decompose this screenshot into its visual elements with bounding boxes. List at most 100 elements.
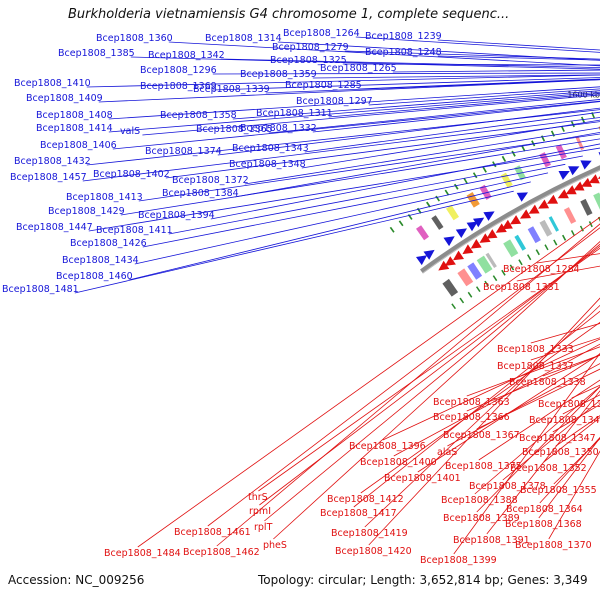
forward-gene bbox=[580, 160, 592, 170]
reverse-gene bbox=[557, 189, 569, 199]
tick-mark bbox=[492, 275, 498, 282]
tick-mark bbox=[535, 249, 540, 256]
tick-mark bbox=[467, 291, 473, 298]
tick-mark bbox=[451, 303, 456, 310]
backbone-ring bbox=[420, 165, 600, 274]
tick-mark bbox=[472, 172, 478, 179]
reverse-gene-label: Bcep1808_1396 bbox=[349, 441, 426, 452]
reverse-gene bbox=[479, 233, 491, 243]
forward-callout-line bbox=[98, 79, 600, 103]
reverse-gene-label: Bcep1808_1399 bbox=[420, 555, 497, 566]
tick-mark bbox=[518, 259, 523, 266]
reverse-callout-line bbox=[548, 450, 600, 540]
forward-callout-line bbox=[342, 63, 600, 66]
reverse-callout-line bbox=[474, 385, 600, 495]
tick-mark bbox=[484, 280, 489, 287]
forward-callout-line bbox=[168, 155, 583, 235]
forward-category-block bbox=[431, 215, 444, 230]
forward-gene-label: Bcep1808_1339 bbox=[193, 84, 270, 95]
forward-callout-line bbox=[142, 94, 600, 136]
forward-callout-line bbox=[108, 91, 600, 133]
forward-gene-label: Bcep1808_1413 bbox=[66, 192, 143, 203]
reverse-callout-line bbox=[259, 245, 600, 506]
forward-gene-label: Bcep1808_1447 bbox=[16, 222, 93, 233]
forward-gene-label: Bcep1808_1408 bbox=[36, 110, 113, 121]
forward-gene-label: Bcep1808_1314 bbox=[205, 33, 282, 44]
reverse-callout-line bbox=[353, 310, 600, 508]
reverse-gene-label: Bcep1808_1389 bbox=[443, 513, 520, 524]
forward-gene-label: Bcep1808_1265 bbox=[320, 63, 397, 74]
tick-mark bbox=[560, 125, 565, 132]
forward-gene bbox=[568, 166, 580, 176]
tick-mark bbox=[509, 264, 515, 271]
forward-gene bbox=[443, 236, 455, 247]
forward-gene-label: Bcep1808_1285 bbox=[285, 80, 362, 91]
reverse-gene-label: Bcep1808_1378 bbox=[469, 481, 546, 492]
reverse-callout-line bbox=[207, 227, 600, 527]
reverse-category-block bbox=[503, 239, 519, 258]
forward-gene bbox=[558, 171, 570, 180]
reverse-gene bbox=[597, 176, 600, 179]
reverse-gene bbox=[581, 177, 593, 187]
reverse-gene bbox=[573, 181, 585, 191]
forward-category-block bbox=[416, 225, 429, 241]
reverse-category-block bbox=[514, 234, 526, 251]
forward-callout-line bbox=[138, 133, 600, 202]
reverse-gene-label: Bcep1808_1333 bbox=[497, 344, 574, 355]
reverse-callout-line bbox=[273, 241, 600, 540]
forward-callout-line bbox=[328, 93, 600, 118]
tick-mark bbox=[435, 195, 440, 202]
reverse-gene-label: Bcep1808_1366 bbox=[433, 412, 510, 423]
forward-gene-label: Bcep1808_1374 bbox=[145, 146, 222, 157]
forward-gene bbox=[455, 228, 467, 238]
reverse-callout-line bbox=[216, 223, 600, 547]
tick-mark bbox=[527, 254, 532, 261]
forward-callout-line bbox=[108, 86, 600, 120]
reverse-callout-line bbox=[466, 354, 600, 412]
forward-callout-line bbox=[212, 77, 600, 91]
reverse-callout-line bbox=[539, 436, 600, 504]
forward-gene-label: Bcep1808_1414 bbox=[36, 123, 113, 134]
reverse-gene bbox=[495, 223, 507, 233]
tick-mark bbox=[426, 201, 431, 208]
forward-gene-label: Bcep1808_1411 bbox=[96, 225, 173, 236]
forward-gene-label: Bcep1808_1432 bbox=[14, 156, 91, 167]
reverse-callout-line bbox=[478, 379, 600, 461]
forward-gene bbox=[423, 249, 435, 260]
forward-gene-label: Bcep1808_1402 bbox=[93, 169, 170, 180]
reverse-callout-line bbox=[264, 243, 600, 522]
reverse-gene-label: Bcep1808_1363 bbox=[433, 397, 510, 408]
reverse-callout-line bbox=[137, 216, 600, 548]
forward-gene-label: Bcep1808_1358 bbox=[160, 110, 237, 121]
tick-mark bbox=[553, 239, 558, 246]
reverse-category-block bbox=[593, 192, 600, 210]
reverse-gene-label: Bcep1808_1347 bbox=[519, 433, 596, 444]
reverse-gene bbox=[565, 185, 577, 195]
forward-gene-label: Bcep1808_1296 bbox=[140, 65, 217, 76]
forward-category-block bbox=[575, 136, 585, 151]
forward-callout-line bbox=[344, 50, 600, 60]
forward-callout-line bbox=[437, 39, 600, 51]
tick-mark bbox=[476, 286, 481, 292]
forward-callout-line bbox=[165, 121, 600, 179]
forward-gene-label: Bcep1808_1434 bbox=[62, 255, 139, 266]
reverse-gene bbox=[510, 215, 522, 225]
forward-gene-label: Bcep1808_1457 bbox=[10, 172, 87, 183]
reverse-gene bbox=[520, 209, 532, 219]
gene-callouts: Bcep1808_1360 Bcep1808_1314 Bcep1808_1264 B… bbox=[2, 28, 600, 566]
forward-callout-line bbox=[212, 72, 600, 75]
forward-callout-line bbox=[88, 147, 600, 232]
forward-callout-line bbox=[357, 78, 600, 90]
genome-summary: Topology: circular; Length: 3,652,814 bp… bbox=[258, 573, 588, 587]
reverse-gene-label: Bcep1808_1484 bbox=[104, 548, 181, 559]
forward-callout-line bbox=[232, 90, 600, 120]
forward-category-block bbox=[466, 192, 480, 208]
forward-gene-label: Bcep1808_1239 bbox=[365, 31, 442, 42]
reverse-gene-label: Bcep1808_1400 bbox=[360, 457, 437, 468]
forward-callout-line bbox=[168, 41, 600, 67]
tick-mark bbox=[454, 183, 459, 190]
reverse-category-block bbox=[539, 219, 553, 237]
forward-gene-label: Bcep1808_1384 bbox=[162, 188, 239, 199]
forward-gene-label: Bcep1808_1332 bbox=[240, 123, 317, 134]
reverse-gene-label: Bcep1808_1401 bbox=[384, 473, 461, 484]
